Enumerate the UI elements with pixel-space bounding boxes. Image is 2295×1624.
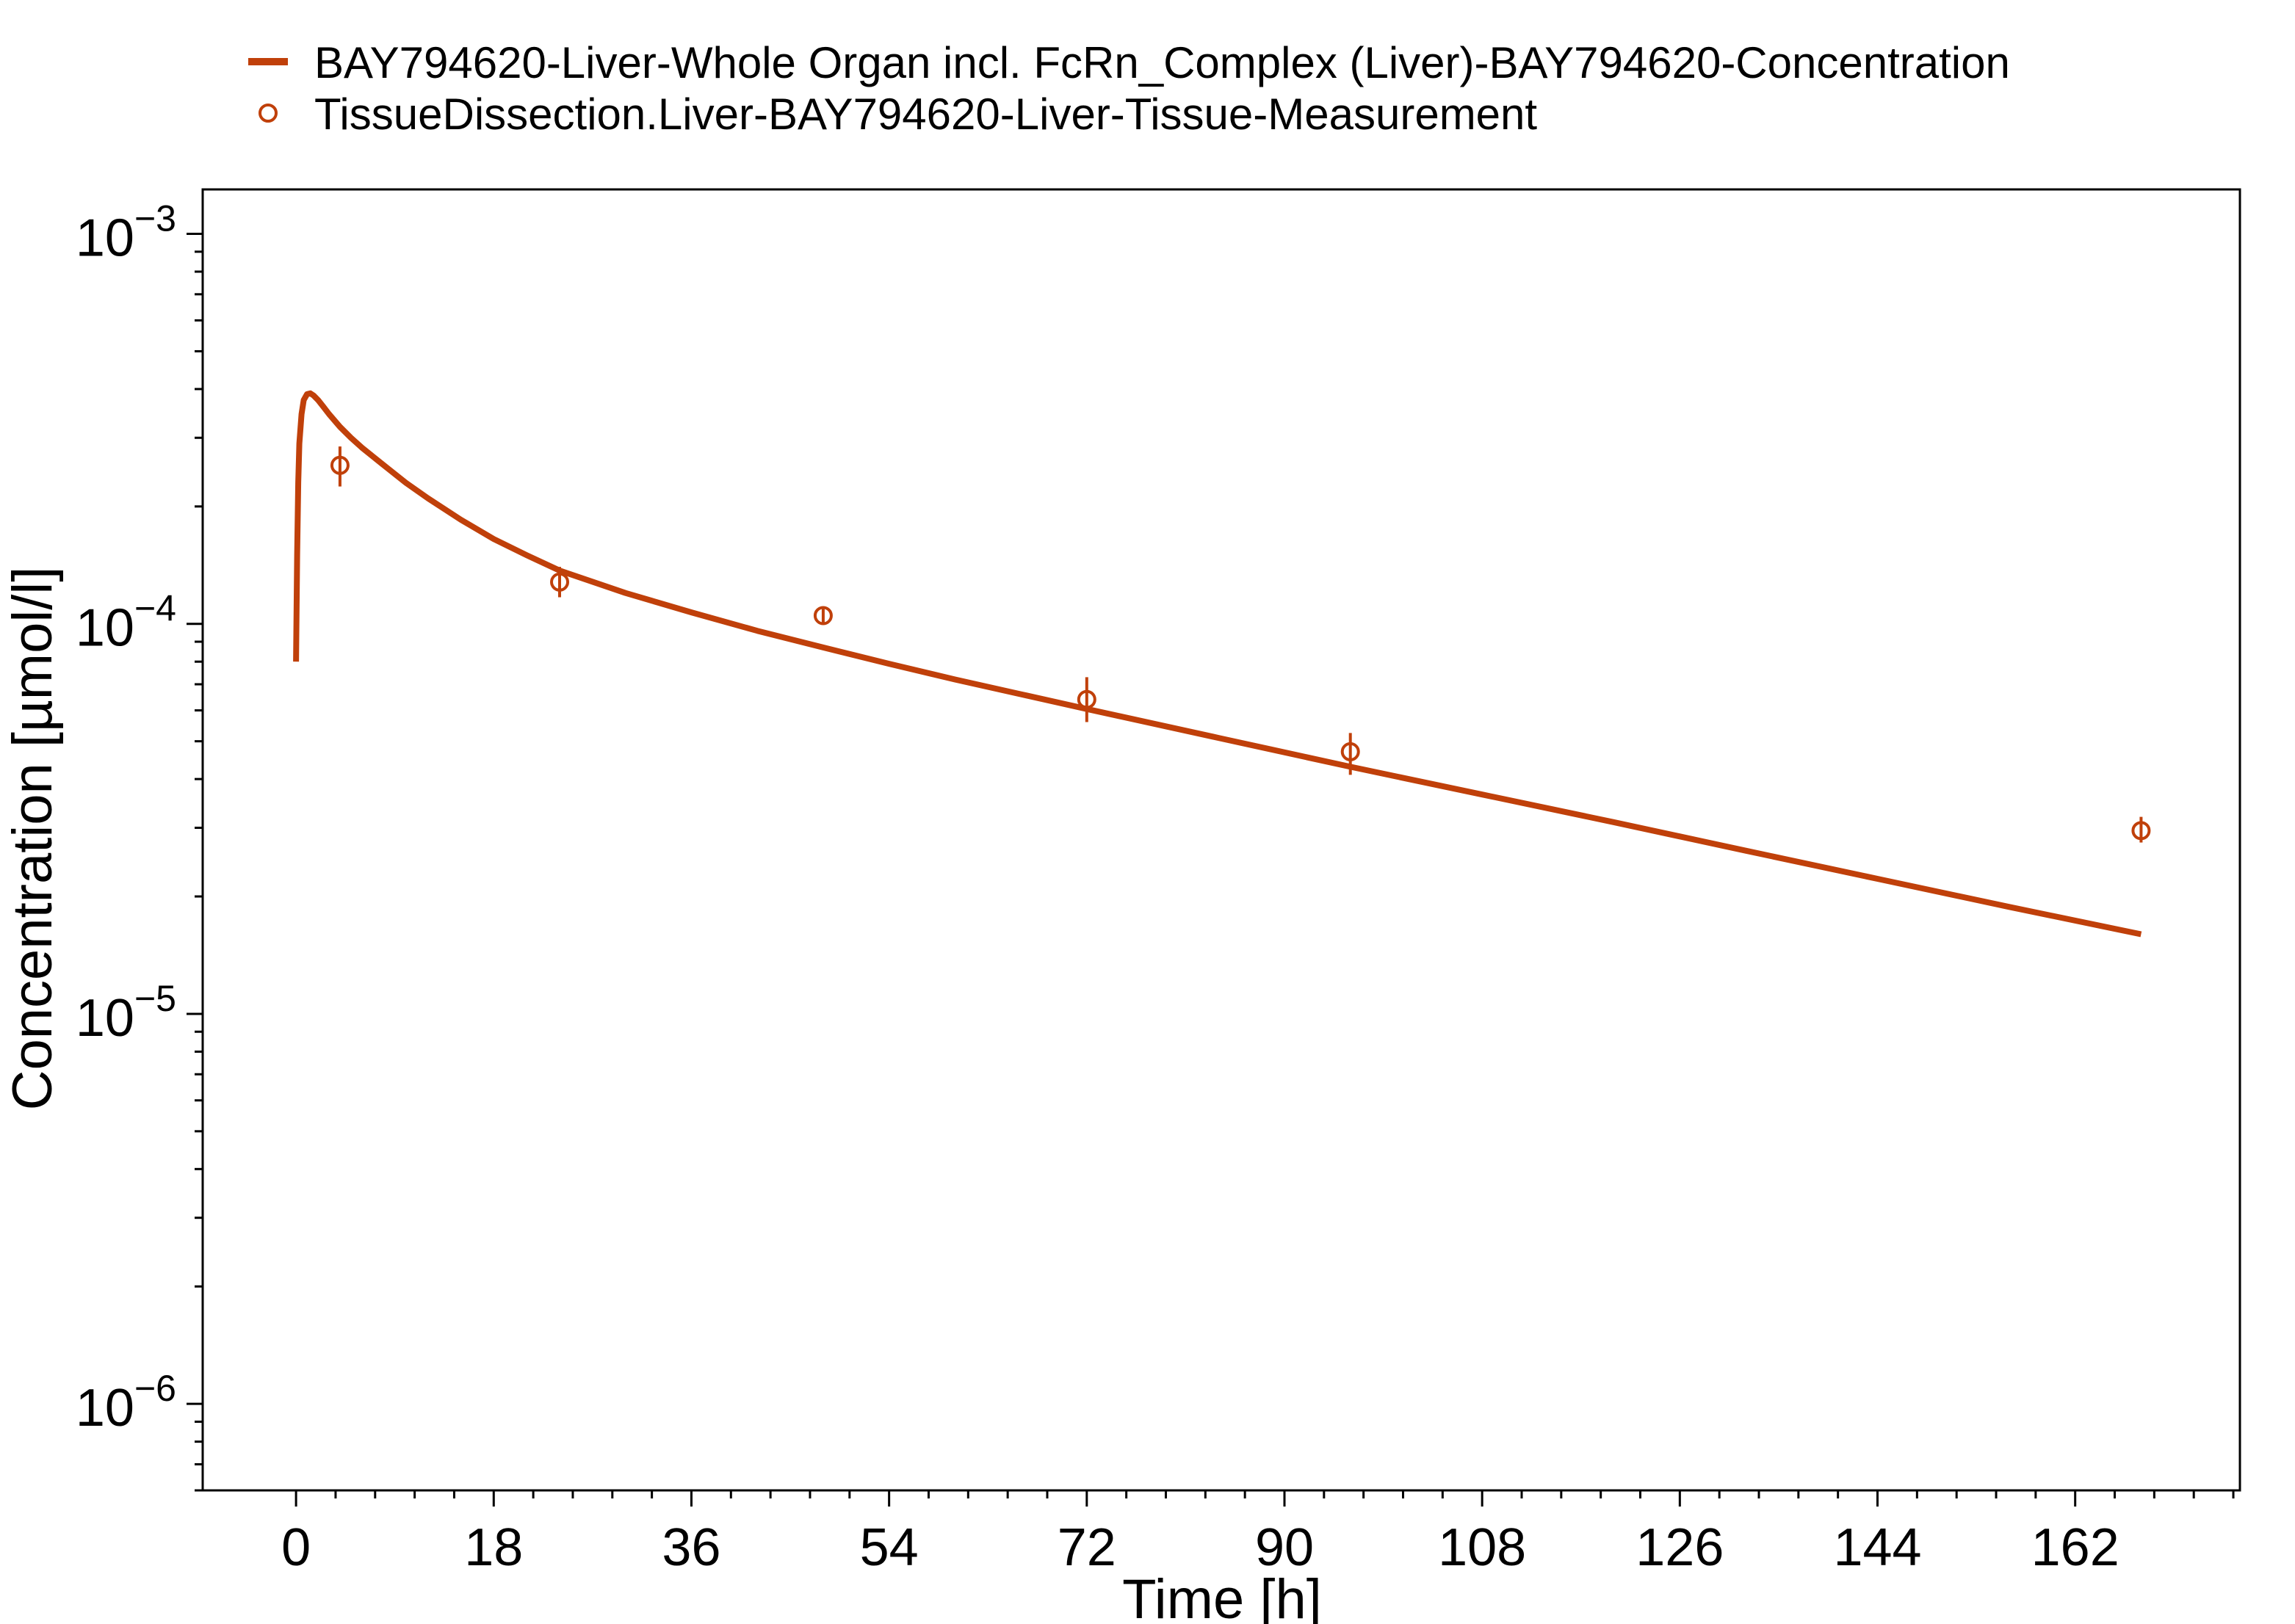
x-tick-label: 0 <box>281 1518 311 1577</box>
data-point <box>1077 677 1096 722</box>
x-tick-label: 90 <box>1255 1518 1314 1577</box>
y-axis: 10−3 10−4 10−5 10−6 <box>76 198 203 1492</box>
x-tick-label: 18 <box>464 1518 523 1577</box>
plot-area <box>201 188 2241 1492</box>
data-point <box>2131 816 2151 843</box>
y-tick-label: 10−4 <box>76 588 176 658</box>
x-tick-label: 36 <box>662 1518 720 1577</box>
series-line <box>293 390 2142 938</box>
data-marker <box>550 572 570 592</box>
x-axis-title: Time [h] <box>1122 1568 1322 1624</box>
data-point <box>550 567 570 598</box>
data-marker <box>813 606 833 626</box>
plot-frame <box>201 188 2241 1492</box>
x-tick-label: 72 <box>1058 1518 1116 1577</box>
data-point <box>1340 733 1360 775</box>
x-tick-label: 162 <box>2031 1518 2119 1577</box>
legend: BAY794620-Liver-Whole Organ incl. FcRn_C… <box>248 38 2010 139</box>
data-point <box>813 606 833 626</box>
x-tick-label: 144 <box>1833 1518 1921 1577</box>
x-tick-label: 126 <box>1636 1518 1724 1577</box>
y-axis-title: Concentration [µmol/l] <box>1 567 64 1111</box>
data-marker <box>1340 742 1360 761</box>
data-point <box>330 446 350 487</box>
y-tick-label: 10−5 <box>76 978 176 1048</box>
data-marker <box>2131 821 2151 841</box>
series-layer <box>293 390 2151 938</box>
x-tick-label: 108 <box>1438 1518 1526 1577</box>
y-tick-label: 10−6 <box>76 1368 176 1438</box>
x-tick-label: 54 <box>860 1518 919 1577</box>
data-marker <box>330 455 350 475</box>
legend-label-scatter: TissueDissection.Liver-BAY794620-Liver-T… <box>314 90 1537 139</box>
legend-marker-swatch <box>259 104 278 123</box>
legend-label-line: BAY794620-Liver-Whole Organ incl. FcRn_C… <box>314 38 2010 87</box>
x-axis: 0 18 36 54 72 90 108 126 144 162 <box>281 1490 2235 1577</box>
data-marker <box>1077 689 1096 709</box>
y-tick-label: 10−3 <box>76 198 176 268</box>
